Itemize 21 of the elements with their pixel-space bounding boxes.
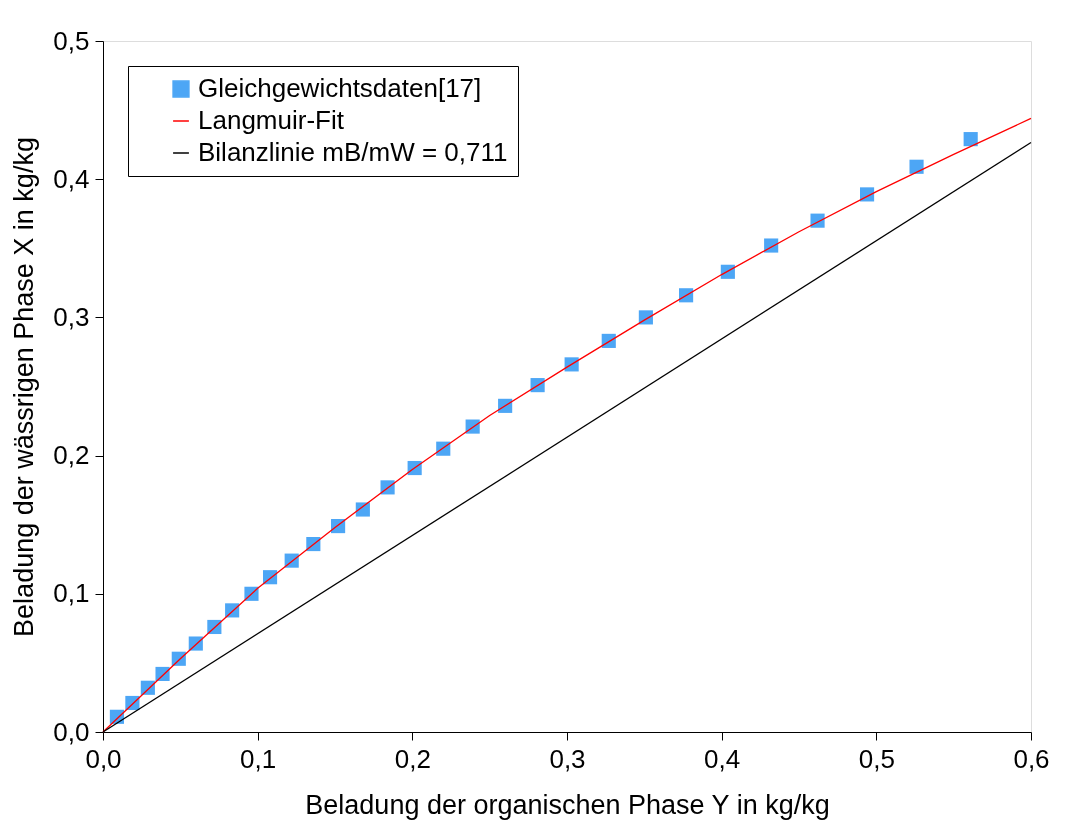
point: [764, 238, 779, 253]
legend-label: Bilanzlinie mB/mW = 0,711: [198, 137, 508, 167]
point: [355, 502, 370, 517]
x-tick-label: 0,2: [394, 743, 431, 774]
point: [810, 213, 825, 228]
y-tick-label: 0,5: [53, 25, 90, 56]
point: [909, 159, 924, 174]
x-tick-label: 0,6: [1013, 743, 1050, 774]
x-tick-label: 0,3: [549, 743, 586, 774]
x-tick-label: 0,4: [704, 743, 741, 774]
y-tick-label: 0,4: [53, 163, 90, 194]
point: [963, 132, 978, 147]
y-axis-title: Beladung der wässrigen Phase X in kg/kg: [9, 137, 40, 637]
legend-label: Langmuir-Fit: [198, 105, 345, 135]
y-tick-label: 0,3: [53, 301, 90, 332]
legend-label: Gleichgewichtsdaten[17]: [198, 73, 482, 103]
x-axis-title: Beladung der organischen Phase Y in kg/kg: [305, 789, 830, 820]
x-tick-label: 0,1: [240, 743, 277, 774]
y-tick-label: 0,1: [53, 578, 90, 609]
y-tick-label: 0,2: [53, 440, 90, 471]
x-tick-label: 0,5: [858, 743, 895, 774]
